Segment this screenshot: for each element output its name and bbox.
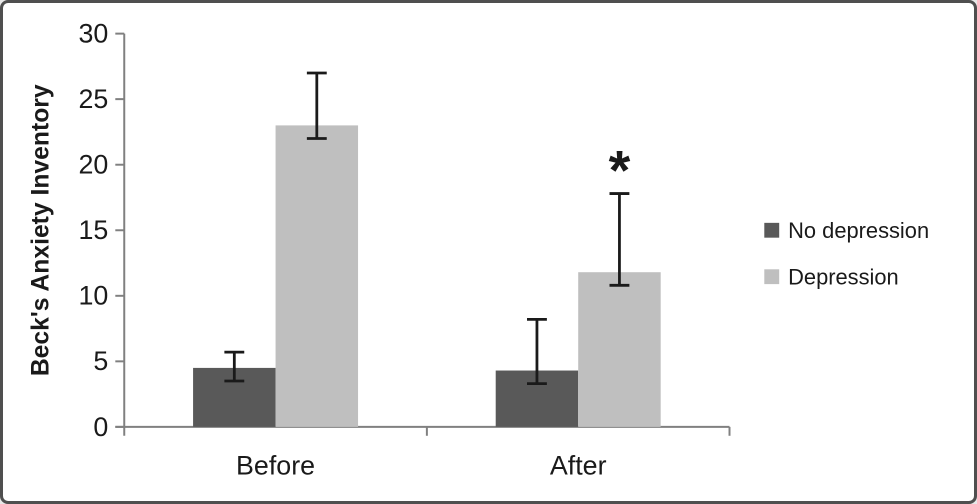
y-axis-tick-label: 25 — [78, 84, 108, 114]
legend-label-no-depression: No depression — [788, 218, 929, 243]
x-axis-label-after: After — [550, 450, 607, 480]
y-axis-tick-label: 20 — [78, 150, 108, 180]
bar-depression-after — [578, 272, 661, 427]
bar-chart: 0 5 10 15 20 25 30 Beck's Anxiety Inventory Befo… — [28, 19, 929, 481]
y-axis-tick-label: 5 — [93, 346, 108, 376]
x-axis-label-before: Before — [236, 450, 315, 480]
error-bar-no-depression-before — [224, 350, 245, 383]
y-axis-tick-label: 10 — [78, 281, 108, 311]
error-bar-depression-before — [306, 71, 327, 140]
legend-swatch-depression — [764, 269, 780, 285]
error-bar-no-depression-after — [527, 318, 547, 386]
legend-label-depression: Depression — [788, 265, 899, 290]
y-axis-tick-label: 15 — [78, 215, 108, 245]
y-axis-tick-label: 0 — [93, 412, 108, 442]
bar-depression-before — [275, 125, 359, 427]
legend: No depression Depression — [764, 218, 929, 290]
y-axis-tick-label: 30 — [78, 19, 108, 49]
y-axis-title: Beck's Anxiety Inventory — [28, 84, 55, 376]
legend-swatch-no-depression — [764, 222, 780, 238]
error-bar-depression-after — [609, 192, 630, 287]
significance-asterisk: * — [609, 140, 631, 202]
